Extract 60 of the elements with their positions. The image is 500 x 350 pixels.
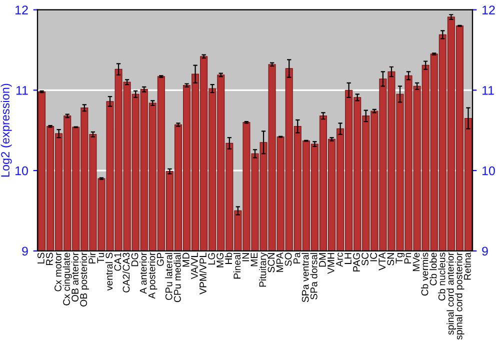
- x-tick-label: SC: [362, 252, 368, 266]
- x-tick-label: Hb: [224, 252, 232, 264]
- x-tick-label: LS: [37, 252, 44, 264]
- x-tick-label: DM: [319, 253, 326, 267]
- x-tick-label: ME: [250, 252, 258, 266]
- x-tick-label: Cx motor: [54, 252, 62, 292]
- x-tick-label: DG: [131, 253, 138, 266]
- x-tick-label: VA/VL: [190, 252, 198, 280]
- x-tick-label: OB posterior: [80, 252, 89, 306]
- x-tick-label: spinal cord posterior: [455, 252, 464, 340]
- y2-tick-label: 12: [482, 6, 495, 14]
- x-tick-label: MD: [182, 252, 190, 267]
- x-tick-label: Tg: [396, 252, 405, 264]
- x-tick-label: IC: [370, 252, 378, 262]
- x-tick-label: SO: [284, 252, 292, 266]
- x-tick-label: MG: [216, 253, 224, 268]
- y-tick-label: 12: [16, 6, 28, 14]
- x-tick-label: PAG: [353, 253, 360, 272]
- x-tick-label: SPa dorsal: [310, 252, 318, 300]
- x-tick-label: CPu lateral: [165, 252, 172, 300]
- x-tick-label: Pn: [404, 252, 412, 264]
- y2-tick-label: 11: [482, 86, 494, 95]
- x-tick-label: SPa ventral: [302, 252, 309, 302]
- x-tick-label: MVe: [412, 252, 420, 271]
- x-tick-label: Tu: [97, 252, 104, 264]
- x-tick-label: Cb lobe: [430, 252, 437, 286]
- x-tick-label: VPM/VPL: [199, 252, 206, 294]
- x-tick-label: Retina: [464, 252, 471, 280]
- x-tick-label: VMH: [328, 253, 334, 274]
- x-tick-label: Pir: [88, 252, 96, 264]
- x-tick-label: LH: [344, 253, 352, 264]
- y-tick-label: 11: [16, 86, 28, 95]
- x-tick-label: RS: [46, 252, 53, 266]
- x-tick-label: CA2/CA3: [122, 252, 130, 292]
- y-tick-label: 9: [22, 246, 28, 256]
- x-tick-label: CPu medial: [174, 252, 181, 302]
- x-tick-label: Cb nucleus: [438, 252, 446, 300]
- y-axis-title: Log2 (expression): [0, 84, 12, 177]
- x-tick-label: SCN: [268, 253, 275, 272]
- y-tick-label: 10: [16, 166, 28, 176]
- x-tick-label: Arc: [336, 252, 343, 267]
- x-tick-label: A posterior: [148, 252, 158, 299]
- x-tick-label: IN: [242, 253, 249, 262]
- x-tick-label: Cx cingulate: [62, 252, 72, 306]
- x-tick-label: GP: [156, 252, 164, 266]
- x-tick-label: ventral S: [105, 252, 113, 291]
- y2-tick-label: 9: [482, 246, 488, 256]
- x-tick-label: Pituitary: [259, 252, 268, 287]
- x-tick-label: VTA: [378, 252, 386, 270]
- x-tick-label: LG: [208, 253, 215, 265]
- x-tick-label: Cb vermis: [421, 252, 428, 296]
- x-tick-label: SN: [387, 253, 394, 266]
- x-tick-label: MPA: [276, 252, 284, 272]
- x-tick-label: CA1: [114, 252, 122, 271]
- y2-tick-label: 10: [482, 166, 495, 176]
- x-tick-label: Pa: [293, 252, 300, 264]
- x-tick-label: Pineal: [233, 252, 241, 279]
- x-tick-label: spinal cord anterior: [446, 252, 456, 335]
- x-tick-label: A anterior: [140, 252, 147, 294]
- x-tick-label: OB anterior: [71, 252, 78, 302]
